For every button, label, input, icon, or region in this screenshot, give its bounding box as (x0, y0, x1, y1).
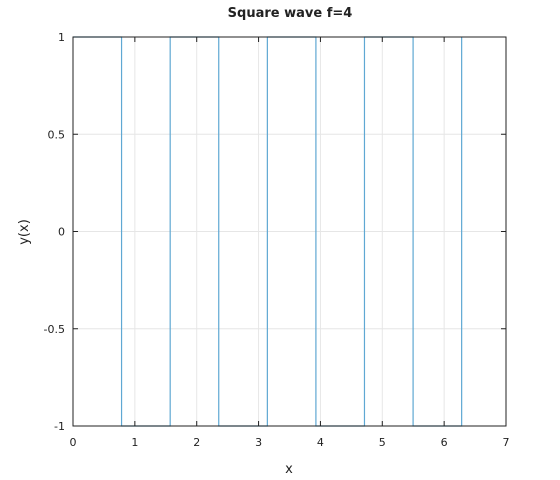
x-tick-label: 0 (70, 436, 77, 449)
x-axis-label: x (285, 462, 293, 477)
x-tick-label: 7 (503, 436, 510, 449)
y-tick-label: 0 (58, 226, 65, 239)
y-tick-label: -1 (54, 420, 65, 433)
x-tick-label: 6 (441, 436, 448, 449)
x-tick-label: 5 (379, 436, 386, 449)
chart-title: Square wave f=4 (228, 6, 353, 21)
x-tick-label: 1 (131, 436, 138, 449)
y-tick-label: -0.5 (44, 323, 65, 336)
y-tick-label: 0.5 (48, 128, 66, 141)
x-tick-label: 3 (255, 436, 262, 449)
y-axis-label: y(x) (17, 219, 32, 245)
y-tick-label: 1 (58, 31, 65, 44)
grid (73, 37, 506, 426)
x-tick-label: 2 (193, 436, 200, 449)
x-tick-label: 4 (317, 436, 324, 449)
axis-ticks: 0 1 2 3 4 5 6 7 -1 -0.5 0 0.5 1 (44, 31, 510, 449)
